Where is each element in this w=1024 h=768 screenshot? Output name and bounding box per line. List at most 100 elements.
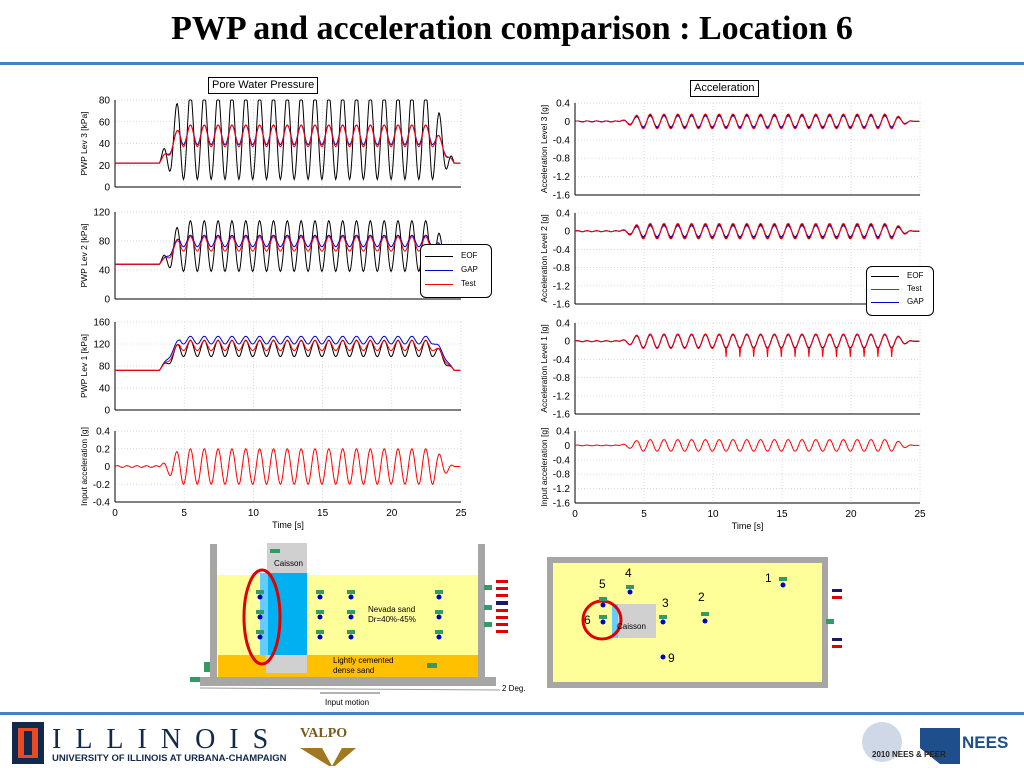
y-tick-label: 0 xyxy=(564,337,570,348)
y-tick-label: 60 xyxy=(99,117,111,128)
pwp-chart: 0 20 40 60 80 PWP Lev 3 [kPa] 0 40 80 120 PWP Lev … xyxy=(79,96,467,531)
y-tick-label: -1.6 xyxy=(553,191,571,202)
plan-location-3: 3 xyxy=(662,596,669,610)
y-tick-label: -0.4 xyxy=(553,135,571,146)
container-wall-right xyxy=(478,544,485,677)
plan-location-4: 4 xyxy=(625,566,632,580)
series-line-test xyxy=(574,333,920,358)
y-tick-label: 0 xyxy=(104,462,110,473)
panel-2: 0 40 80 120 PWP Lev 2 [kPa] xyxy=(79,208,462,306)
y-axis-label: PWP Lev 2 [kPa] xyxy=(79,223,89,287)
y-tick-label: -1.2 xyxy=(553,172,571,183)
y-tick-label: -0.4 xyxy=(93,498,111,509)
accel-chart-title: Acceleration xyxy=(690,80,759,97)
y-tick-label: 20 xyxy=(99,161,111,172)
series-line-test xyxy=(114,448,461,486)
y-tick-label: -0.4 xyxy=(553,245,571,256)
y-tick-label: 120 xyxy=(93,340,110,351)
series-line-test xyxy=(574,222,920,240)
illinois-wordmark: ILLINOIS xyxy=(52,724,283,755)
y-axis-label: Input acceleration [g] xyxy=(79,427,89,506)
illinois-subtitle: UNIVERSITY OF ILLINOIS AT URBANA-CHAMPAI… xyxy=(52,753,287,764)
x-tick-label: 20 xyxy=(845,509,857,520)
plan-caisson-label: Caisson xyxy=(617,622,646,631)
container-wall-left xyxy=(210,544,217,677)
nees-logo-icon xyxy=(920,728,960,764)
pwp-chart-title: Pore Water Pressure xyxy=(208,77,319,94)
tilt-label: 2 Deg. xyxy=(502,684,526,693)
y-tick-label: -0.8 xyxy=(553,154,571,165)
panel-2: -1.6 -1.2 -0.8 -0.4 0 0.4 Acceleration Level 2… xyxy=(539,209,921,311)
panel-1: -1.6 -1.2 -0.8 -0.4 0 0.4 Acceleration Level 3… xyxy=(539,99,921,202)
y-tick-label: -0.4 xyxy=(553,355,571,366)
plan-location-1: 1 xyxy=(765,571,772,585)
x-tick-label: 0 xyxy=(112,508,118,519)
plan-location-2: 2 xyxy=(698,590,705,604)
y-axis-label: Input acceleration [g] xyxy=(539,428,549,507)
y-tick-label: 0.2 xyxy=(96,444,110,455)
caisson-label: Caisson xyxy=(274,559,303,568)
caisson-top xyxy=(267,543,307,573)
x-tick-label: 5 xyxy=(181,508,187,519)
y-tick-label: 40 xyxy=(99,384,111,395)
panel-4: -1.6 -1.2 -0.8 -0.4 0 0.4 Input acceleration [… xyxy=(539,427,926,521)
y-tick-label: 0 xyxy=(564,441,570,452)
y-tick-label: -1.2 xyxy=(553,391,571,402)
x-tick-label: 15 xyxy=(317,508,329,519)
y-tick-label: 0.4 xyxy=(556,427,570,438)
y-axis-label: Acceleration Level 1 [g] xyxy=(539,324,549,412)
valpo-wordmark: VALPO xyxy=(300,726,348,741)
y-tick-label: 0.4 xyxy=(556,209,570,220)
header-rule xyxy=(0,62,1024,65)
y-tick-label: 160 xyxy=(93,318,110,329)
caisson-base xyxy=(266,655,307,673)
plan-sensors xyxy=(599,577,842,660)
y-tick-label: 40 xyxy=(99,139,111,150)
x-axis-label: Time [s] xyxy=(272,520,304,530)
x-tick-label: 10 xyxy=(707,509,719,520)
y-tick-label: 0 xyxy=(104,183,110,194)
y-tick-label: 0.4 xyxy=(556,319,570,330)
sensor-markers xyxy=(190,549,508,682)
y-tick-label: -0.8 xyxy=(553,373,571,384)
x-tick-label: 25 xyxy=(455,508,467,519)
caisson-body xyxy=(267,573,307,655)
cemented-sand-label: Lightly cemented dense sand xyxy=(333,656,394,675)
x-tick-label: 15 xyxy=(776,509,788,520)
panel-3: 0 40 80 120 160 PWP Lev 1 [kPa] xyxy=(79,318,462,417)
nevada-sand-label: Nevada sand Dr=40%-45% xyxy=(368,605,416,624)
panel-4: -0.4 -0.2 0 0.2 0.4 Input acceleration [g] 0 5 1… xyxy=(79,427,467,520)
y-tick-label: 40 xyxy=(99,266,111,277)
panel-1: 0 20 40 60 80 PWP Lev 3 [kPa] xyxy=(79,96,462,194)
x-tick-label: 25 xyxy=(914,509,926,520)
y-tick-label: -0.4 xyxy=(553,455,571,466)
series-line-test xyxy=(574,439,920,452)
acceleration-chart: -1.6 -1.2 -0.8 -0.4 0 0.4 Acceleration Level 3… xyxy=(539,99,926,532)
side-view-diagram xyxy=(190,543,508,694)
x-tick-label: 5 xyxy=(641,509,647,520)
footer-rule xyxy=(0,712,1024,715)
series-line-eof xyxy=(115,219,461,273)
plan-caisson xyxy=(618,604,656,638)
plan-location-5: 5 xyxy=(599,577,606,591)
y-tick-label: -0.8 xyxy=(553,263,571,274)
plots-svg: 0 20 40 60 80 PWP Lev 3 [kPa] 0 40 80 120 PWP Lev … xyxy=(79,96,926,532)
accel-legend: EOF Test GAP xyxy=(866,266,934,316)
slide-title: PWP and acceleration comparison : Locati… xyxy=(171,10,853,47)
y-tick-label: 0 xyxy=(564,117,570,128)
y-tick-label: 0.4 xyxy=(96,427,110,438)
y-tick-label: -0.8 xyxy=(553,470,571,481)
valpo-v-icon xyxy=(300,748,356,766)
y-tick-label: 120 xyxy=(93,208,110,219)
y-tick-label: -1.2 xyxy=(553,281,571,292)
series-line-gap xyxy=(115,335,461,371)
plan-location-9: 9 xyxy=(668,651,675,665)
plan-view-diagram xyxy=(547,557,842,688)
y-axis-label: PWP Lev 1 [kPa] xyxy=(79,334,89,398)
x-tick-label: 20 xyxy=(386,508,398,519)
series-line-test xyxy=(115,124,461,164)
series-line-eof xyxy=(115,99,461,182)
x-tick-label: 10 xyxy=(248,508,260,519)
y-tick-label: -1.2 xyxy=(553,484,571,495)
nees2010-text: 2010 NEES & PEER xyxy=(872,750,946,759)
